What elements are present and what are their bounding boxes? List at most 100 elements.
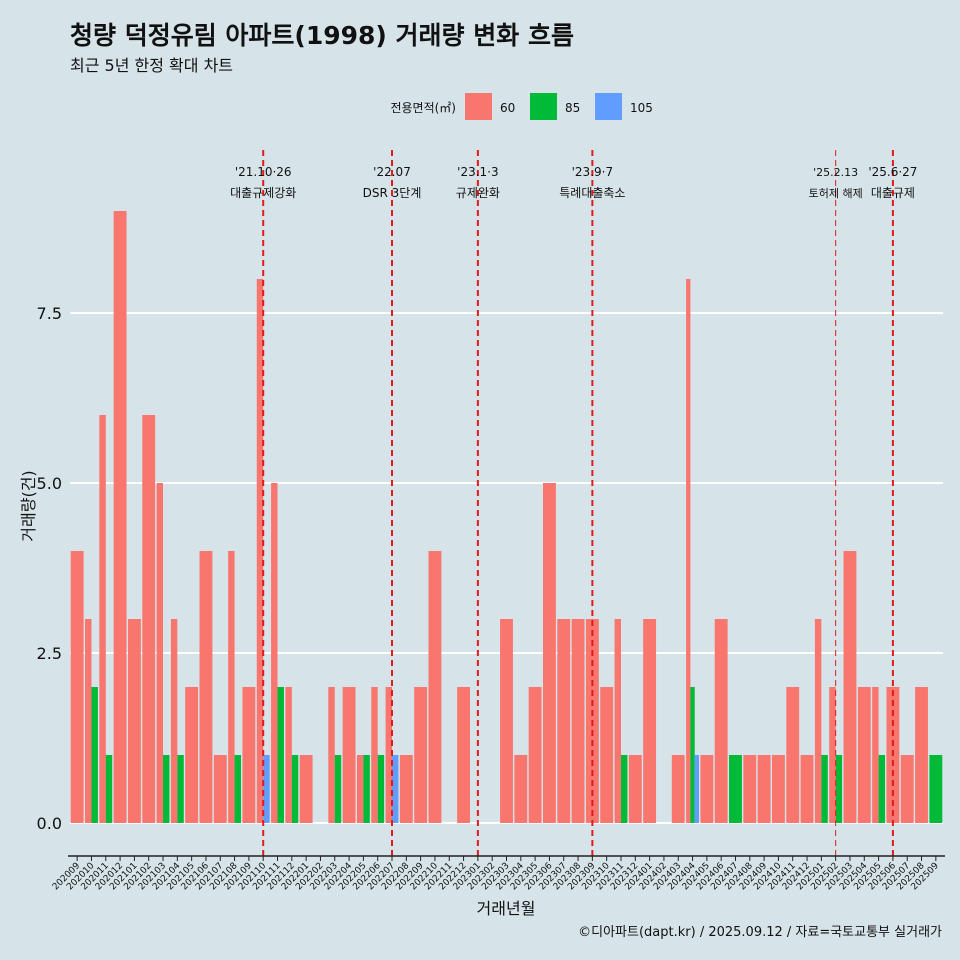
bar-202507-60 [900,755,914,823]
bar-202212-60 [457,687,471,823]
chart-title: 청량 덕정유림 아파트(1998) 거래량 변화 흐름 [70,21,574,50]
event-label: 대출규제강화 [230,186,296,200]
bar-202011-60 [99,415,106,823]
y-axis-title: 거래량(건) [19,470,38,541]
event-annotations: '21.10·26 대출규제강화 '22.07 DSR 3단계 '23.1·3 규제완화 '… [230,165,917,200]
bar-202505-85 [878,755,886,823]
bar-202310-60 [600,687,614,823]
event-date: '25.6·27 [868,165,917,179]
bar-202306-60 [542,483,556,823]
bar-202501-85 [821,755,828,823]
legend-title: 전용면적(㎡) [390,101,456,115]
legend-swatch-85 [530,93,557,120]
bar-202503-60 [843,551,857,823]
bar-202010-60 [85,619,92,823]
caption: ©디아파트(dapt.kr) / 2025.09.12 / 자료=국토교통부 실… [578,925,942,940]
x-axis: 2020092020102020112020122021012021022021… [51,855,945,892]
bar-202205-85 [363,755,370,823]
bar-202311-60 [614,619,621,823]
bar-202501-60 [814,619,822,823]
bar-202407-85 [729,755,742,823]
event-date: '22.07 [373,165,411,179]
y-tick-label: 5.0 [37,474,62,493]
bar-202207-60 [385,687,393,823]
event-label: 규제완화 [456,186,500,200]
bar-202112-60 [285,687,292,823]
bar-202203-85 [334,755,342,823]
x-axis-title: 거래년월 [477,899,536,918]
bar-202405-60 [700,755,714,823]
bar-202404-105 [694,755,699,823]
bar-202104-85 [177,755,184,823]
bar-202206-60 [371,687,378,823]
bar-202508-60 [915,687,928,823]
bar-202110-60 [256,279,264,823]
legend-label: 85 [565,101,580,115]
bar-202502-60 [829,687,836,823]
bar-202009-60 [70,551,84,823]
bar-202107-60 [213,755,227,823]
bar-202206-85 [377,755,385,823]
bar-202102-60 [142,415,156,823]
event-label: 대출규제 [871,186,915,200]
legend-label: 60 [500,101,515,115]
bar-202103-60 [156,483,164,823]
legend-swatch-105 [595,93,622,120]
event-date: '25.2.13 [813,166,858,179]
bar-202210-60 [428,551,442,823]
bar-202502-85 [835,755,843,823]
bar-202403-60 [671,755,685,823]
bar-202105-60 [185,687,199,823]
legend: 전용면적(㎡) 60 85 105 [390,93,653,120]
bar-202108-85 [234,755,242,823]
bar-202103-85 [163,755,170,823]
event-lines [262,150,894,856]
bar-202010-85 [91,687,98,823]
bar-202108-60 [228,551,235,823]
bar-202110-105 [263,755,270,823]
bar-202404-85 [690,687,695,823]
bar-202411-60 [786,687,800,823]
bar-202311-85 [620,755,628,823]
bar-202404-60 [686,279,691,823]
bar-202111-85 [277,687,284,823]
bar-202408-60 [743,755,757,823]
bar-202509-85 [929,755,943,823]
bar-202303-60 [500,619,513,823]
event-label: DSR 3단계 [363,186,422,200]
bar-202011-85 [105,755,113,823]
event-label: 토허제 해제 [809,186,863,200]
bar-202201-60 [299,755,313,823]
legend-label: 105 [630,101,653,115]
bar-202205-60 [356,755,364,823]
event-label: 특례대출축소 [559,186,625,200]
legend-swatch-60 [465,93,492,120]
bars [70,211,943,823]
bar-202106-60 [199,551,213,823]
bar-202111-60 [271,483,278,823]
bar-202112-85 [291,755,299,823]
bar-202204-60 [342,687,356,823]
bar-202401-60 [643,619,657,823]
bar-202409-60 [757,755,771,823]
y-tick-label: 0.0 [37,814,62,833]
bar-202104-60 [170,619,178,823]
bar-202207-105 [392,755,399,823]
bar-202312-60 [628,755,642,823]
chart-subtitle: 최근 5년 한정 확대 차트 [70,56,234,75]
bar-202307-60 [557,619,571,823]
bar-202109-60 [242,687,256,823]
y-axis-ticks: 0.0 2.5 5.0 7.5 [37,304,62,833]
bar-202304-60 [514,755,528,823]
bar-202305-60 [528,687,542,823]
event-date: '21.10·26 [235,165,292,179]
bar-202504-60 [857,687,871,823]
bar-202412-60 [800,755,814,823]
bar-202203-60 [328,687,335,823]
bar-202012-60 [113,211,127,823]
y-tick-label: 7.5 [37,304,62,323]
bar-202101-60 [127,619,141,823]
bar-202406-60 [714,619,728,823]
bar-202308-60 [571,619,585,823]
bar-202209-60 [414,687,428,823]
